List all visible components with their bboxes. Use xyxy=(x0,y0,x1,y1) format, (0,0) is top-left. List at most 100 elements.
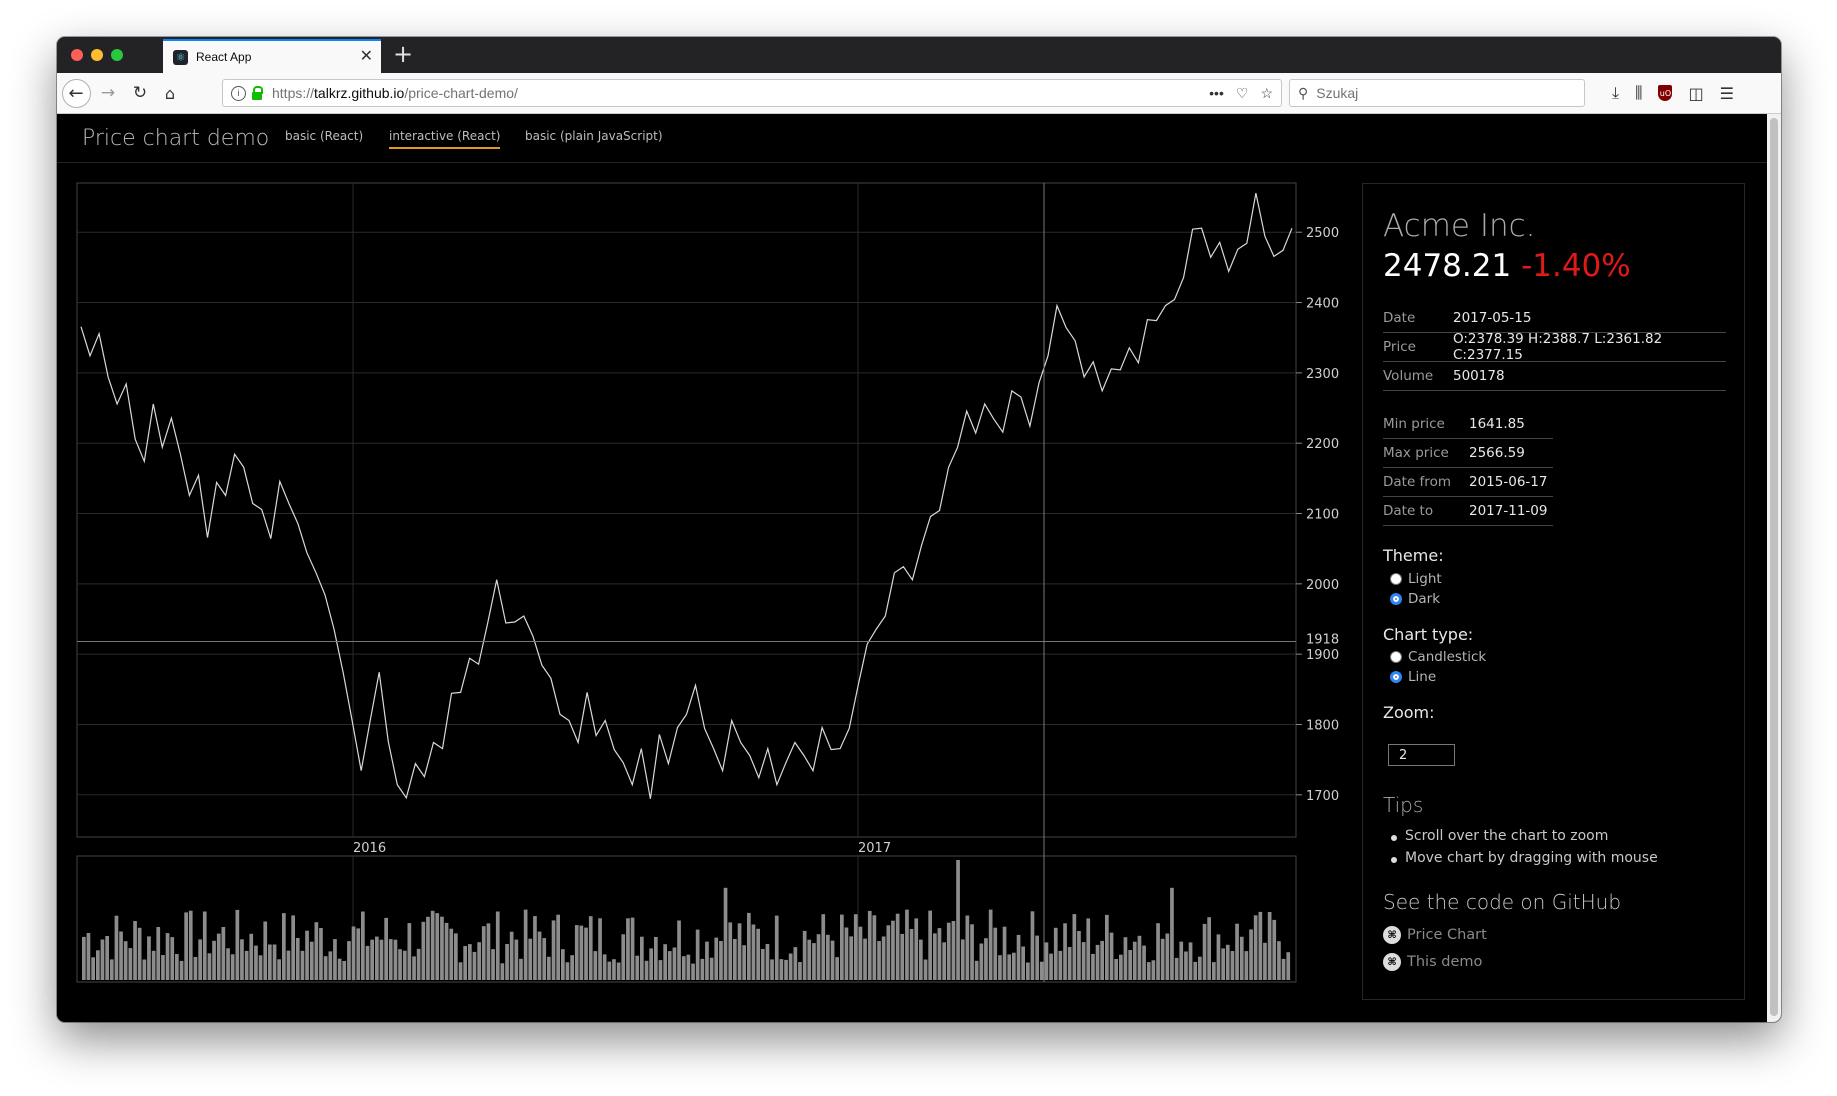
volume-bar xyxy=(491,949,495,980)
zoom-input[interactable] xyxy=(1388,744,1455,766)
chart-type-option-line[interactable]: Line xyxy=(1390,669,1436,685)
info-panel: Acme Inc. 2478.21 -1.40% Date 2017-05-15… xyxy=(1362,183,1745,1000)
volume-bar xyxy=(1207,917,1211,980)
library-icon[interactable]: ⫼ xyxy=(1635,83,1643,102)
download-icon[interactable]: ⤓ xyxy=(1612,83,1620,102)
menu-icon[interactable]: ☰ xyxy=(1719,83,1734,103)
tab-title: React App xyxy=(196,50,252,64)
volume-bar xyxy=(1225,944,1230,980)
price-chart[interactable]: 1700 1800 1900 2000 2100 2200 2300 2400 2500 2016… xyxy=(57,162,1352,1022)
back-button[interactable]: ← xyxy=(61,73,91,113)
scrollbar[interactable] xyxy=(1767,114,1781,1022)
nav-basic-react[interactable]: basic (React) xyxy=(285,129,364,143)
volume-bar xyxy=(914,918,919,980)
page-actions-icon[interactable]: ••• xyxy=(1209,85,1224,101)
volume-bar xyxy=(1058,950,1063,980)
volume-bar xyxy=(314,922,319,980)
stat-value: 1641.85 xyxy=(1469,416,1525,432)
volume-bar xyxy=(784,959,788,980)
volume-bar xyxy=(891,920,895,980)
theme-option-dark[interactable]: Dark xyxy=(1390,591,1440,607)
volume-bar xyxy=(1012,952,1016,980)
volume-bar xyxy=(533,916,537,980)
ublock-icon[interactable]: uO xyxy=(1658,85,1673,101)
volume-bar xyxy=(202,911,207,980)
volume-bar xyxy=(1146,962,1151,980)
volume-bar xyxy=(1286,952,1291,980)
radio-candlestick[interactable] xyxy=(1390,651,1402,663)
radio-light[interactable] xyxy=(1390,573,1402,585)
stat-value: 2566.59 xyxy=(1469,445,1525,461)
volume-bar xyxy=(933,933,937,980)
reload-button[interactable]: ↻ xyxy=(132,83,148,103)
volume-bar xyxy=(547,956,551,980)
volume-bar xyxy=(570,955,574,980)
volume-bar xyxy=(495,911,500,980)
chart-type-option-candlestick[interactable]: Candlestick xyxy=(1390,649,1486,665)
volume-bar xyxy=(1151,960,1156,980)
volume-bar xyxy=(895,913,900,980)
url-bar[interactable]: i https://talkrz.github.io/price-chart-d… xyxy=(222,79,1282,107)
lock-icon xyxy=(252,86,263,100)
volume-bar xyxy=(1081,942,1086,980)
volume-bar xyxy=(705,941,709,980)
url-text[interactable]: https://talkrz.github.io/price-chart-dem… xyxy=(272,85,518,101)
volume-bar xyxy=(709,957,714,980)
close-tab-icon[interactable]: ✕ xyxy=(359,46,373,65)
nav-interactive-react[interactable]: interactive (React) xyxy=(389,129,501,149)
github-icon: ⌘ xyxy=(1383,926,1401,944)
volume-bar xyxy=(454,933,458,980)
theme-option-light[interactable]: Light xyxy=(1390,571,1442,587)
crosshair-value-label: 1918 xyxy=(1306,633,1339,648)
volume-bar xyxy=(561,949,565,980)
bookmark-star-icon[interactable]: ☆ xyxy=(1260,84,1273,101)
volume-bar xyxy=(458,962,463,980)
close-window-button[interactable] xyxy=(71,49,83,61)
nav-basic-plain-js[interactable]: basic (plain JavaScript) xyxy=(525,129,663,143)
volume-bar xyxy=(1179,941,1184,980)
link-label: Price Chart xyxy=(1407,927,1487,943)
volume-bar xyxy=(170,937,175,980)
zoom-label: Zoom: xyxy=(1383,703,1435,722)
github-link-price-chart[interactable]: ⌘ Price Chart xyxy=(1383,926,1487,944)
radio-line[interactable] xyxy=(1390,671,1402,683)
volume-bar xyxy=(1230,951,1235,980)
volume-bar xyxy=(1026,962,1030,980)
maximize-window-button[interactable] xyxy=(111,49,123,61)
browser-tab[interactable]: ⚛ React App ✕ xyxy=(163,39,381,73)
theme-label: Theme: xyxy=(1383,546,1444,565)
tab-strip: ⚛ React App ✕ + xyxy=(57,37,1781,73)
github-link-this-demo[interactable]: ⌘ This demo xyxy=(1383,953,1482,971)
info-icon[interactable]: i xyxy=(231,85,246,101)
volume-bar xyxy=(430,910,435,980)
pocket-icon[interactable]: ♡ xyxy=(1235,84,1249,101)
volume-bar xyxy=(188,910,193,980)
volume-bar xyxy=(1072,914,1077,980)
volume-bar xyxy=(1132,941,1137,980)
forward-button[interactable]: → xyxy=(100,83,116,103)
stat-value: 2015-06-17 xyxy=(1469,474,1548,490)
y-tick-label: 1800 xyxy=(1306,718,1339,733)
minimize-window-button[interactable] xyxy=(91,49,103,61)
volume-bar xyxy=(86,933,91,980)
detail-date: Date 2017-05-15 xyxy=(1383,304,1726,333)
volume-bar xyxy=(1239,936,1244,980)
volume-bar xyxy=(1002,926,1007,980)
volume-bar xyxy=(477,942,481,980)
volume-bar xyxy=(1100,940,1104,980)
scrollbar-thumb[interactable] xyxy=(1770,118,1778,1016)
detail-label: Price xyxy=(1383,339,1416,355)
new-tab-button[interactable]: + xyxy=(393,40,414,68)
volume-bar xyxy=(979,943,984,980)
home-button[interactable]: ⌂ xyxy=(164,83,176,103)
app-brand[interactable]: Price chart demo xyxy=(82,126,270,151)
sidebar-icon[interactable]: ◫ xyxy=(1688,83,1704,103)
volume-bar xyxy=(105,936,109,980)
volume-plot-frame xyxy=(76,855,1297,983)
radio-dark[interactable] xyxy=(1390,593,1402,605)
volume-bar xyxy=(1077,931,1081,980)
stat-label: Min price xyxy=(1383,416,1445,432)
tip-item: Move chart by dragging with mouse xyxy=(1391,850,1658,866)
search-input[interactable]: ⚲ Szukaj xyxy=(1289,79,1585,107)
volume-bar xyxy=(644,960,649,980)
